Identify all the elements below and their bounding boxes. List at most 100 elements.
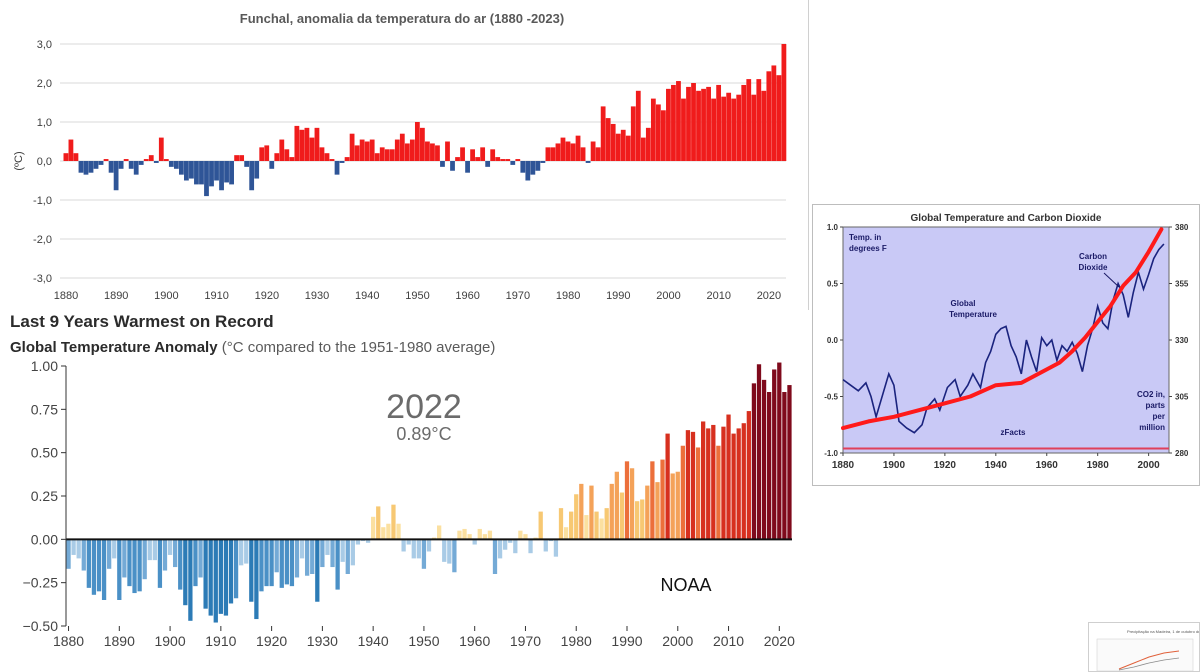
funchal-bar — [309, 137, 315, 161]
funchal-bar — [495, 157, 501, 161]
thumbnail-line-b — [1118, 657, 1180, 671]
thumbnail-svg: Precipitação na Madeira, 1 de outubro de… — [1096, 629, 1199, 671]
noaa-bar — [345, 539, 350, 574]
co2-carbon-arrow — [1103, 272, 1120, 288]
noaa-bar — [305, 539, 310, 576]
noaa-bar — [787, 385, 792, 540]
funchal-x-tick: 1900 — [154, 290, 178, 302]
funchal-bar — [445, 141, 450, 161]
funchal-bar — [304, 127, 310, 161]
noaa-x-tick: 1930 — [307, 633, 338, 649]
funchal-chart-svg: Funchal, anomalia da temperatura do ar (… — [13, 11, 787, 302]
noaa-bar — [477, 528, 482, 540]
noaa-bar — [381, 527, 386, 540]
noaa-bar — [452, 539, 457, 573]
funchal-bar — [440, 161, 445, 167]
funchal-bar — [455, 157, 460, 161]
noaa-bar — [178, 539, 183, 590]
funchal-bar — [550, 147, 556, 161]
noaa-bar — [761, 379, 767, 540]
noaa-bar — [503, 539, 508, 550]
noaa-x-tick: 1900 — [154, 633, 185, 649]
funchal-bar — [98, 161, 104, 165]
noaa-bar — [553, 539, 559, 557]
funchal-bar — [460, 147, 465, 161]
noaa-bar — [690, 431, 696, 540]
noaa-bar — [228, 539, 234, 604]
noaa-bar — [157, 539, 163, 588]
noaa-bar — [371, 516, 376, 540]
funchal-x-tick: 1970 — [506, 290, 530, 302]
noaa-bar — [736, 428, 741, 540]
noaa-y-tick: −0.50 — [23, 618, 59, 634]
funchal-bar — [500, 159, 506, 161]
funchal-bar — [163, 159, 169, 161]
co2-x-tick: 1960 — [1036, 460, 1059, 471]
noaa-bar — [457, 530, 462, 540]
funchal-bar — [756, 79, 762, 161]
funchal-bar — [299, 129, 305, 161]
funchal-x-tick: 1920 — [255, 290, 279, 302]
funchal-bar — [776, 75, 782, 161]
noaa-bar — [152, 539, 157, 561]
funchal-bar — [199, 161, 204, 185]
funchal-bar — [414, 122, 420, 161]
noaa-bar — [726, 414, 731, 540]
noaa-bar — [706, 428, 711, 540]
noaa-bar — [558, 508, 564, 540]
funchal-bar — [83, 161, 89, 175]
funchal-bar — [158, 137, 164, 161]
noaa-bar — [173, 539, 178, 568]
funchal-bar — [515, 159, 521, 161]
noaa-bar — [162, 539, 168, 571]
noaa-bar — [112, 539, 117, 559]
funchal-bar — [399, 133, 405, 161]
noaa-bar — [401, 539, 406, 552]
noaa-bar — [325, 539, 330, 555]
funchal-bar — [771, 65, 777, 161]
funchal-bar — [264, 145, 270, 161]
funchal-bar — [259, 147, 265, 161]
co2-left-tick: -0.5 — [824, 393, 838, 402]
funchal-x-tick: 1960 — [455, 290, 479, 302]
noaa-bar — [218, 539, 223, 614]
noaa-bar — [239, 539, 244, 566]
noaa-bar — [741, 423, 746, 540]
funchal-bar — [194, 161, 199, 185]
noaa-bar — [467, 534, 472, 540]
co2-left-tick: 0.0 — [827, 336, 839, 345]
noaa-bar — [274, 539, 279, 573]
noaa-y-tick: −0.25 — [23, 575, 59, 591]
noaa-bar — [391, 504, 396, 540]
funchal-bar — [274, 153, 280, 161]
noaa-bar — [685, 430, 691, 540]
noaa-bar — [122, 539, 127, 578]
noaa-annotation-year: 2022 — [386, 388, 462, 426]
funchal-bar — [168, 161, 174, 167]
noaa-y-tick: 1.00 — [31, 358, 58, 374]
noaa-bar — [563, 527, 569, 540]
funchal-bar — [505, 159, 511, 161]
noaa-bar — [193, 539, 198, 587]
noaa-bar — [528, 539, 533, 554]
funchal-bar — [600, 106, 606, 161]
funchal-bar — [103, 159, 109, 161]
noaa-bar — [233, 539, 239, 599]
vertical-separator — [808, 0, 809, 310]
funchal-bar — [465, 161, 470, 173]
co2-x-tick: 1920 — [934, 460, 957, 471]
noaa-bar — [584, 515, 589, 540]
funchal-bar — [470, 149, 475, 161]
noaa-bar — [487, 530, 493, 540]
noaa-bar — [472, 539, 477, 545]
thumbnail-preview[interactable]: Precipitação na Madeira, 1 de outubro de… — [1088, 622, 1200, 672]
noaa-bar — [86, 539, 91, 588]
funchal-bar — [625, 135, 631, 161]
funchal-bar — [369, 139, 375, 161]
noaa-bar — [294, 539, 300, 578]
noaa-bar — [147, 539, 152, 561]
funchal-bar — [184, 161, 189, 181]
noaa-bar — [426, 539, 432, 552]
noaa-bar — [411, 539, 416, 559]
funchal-bar — [189, 161, 194, 179]
